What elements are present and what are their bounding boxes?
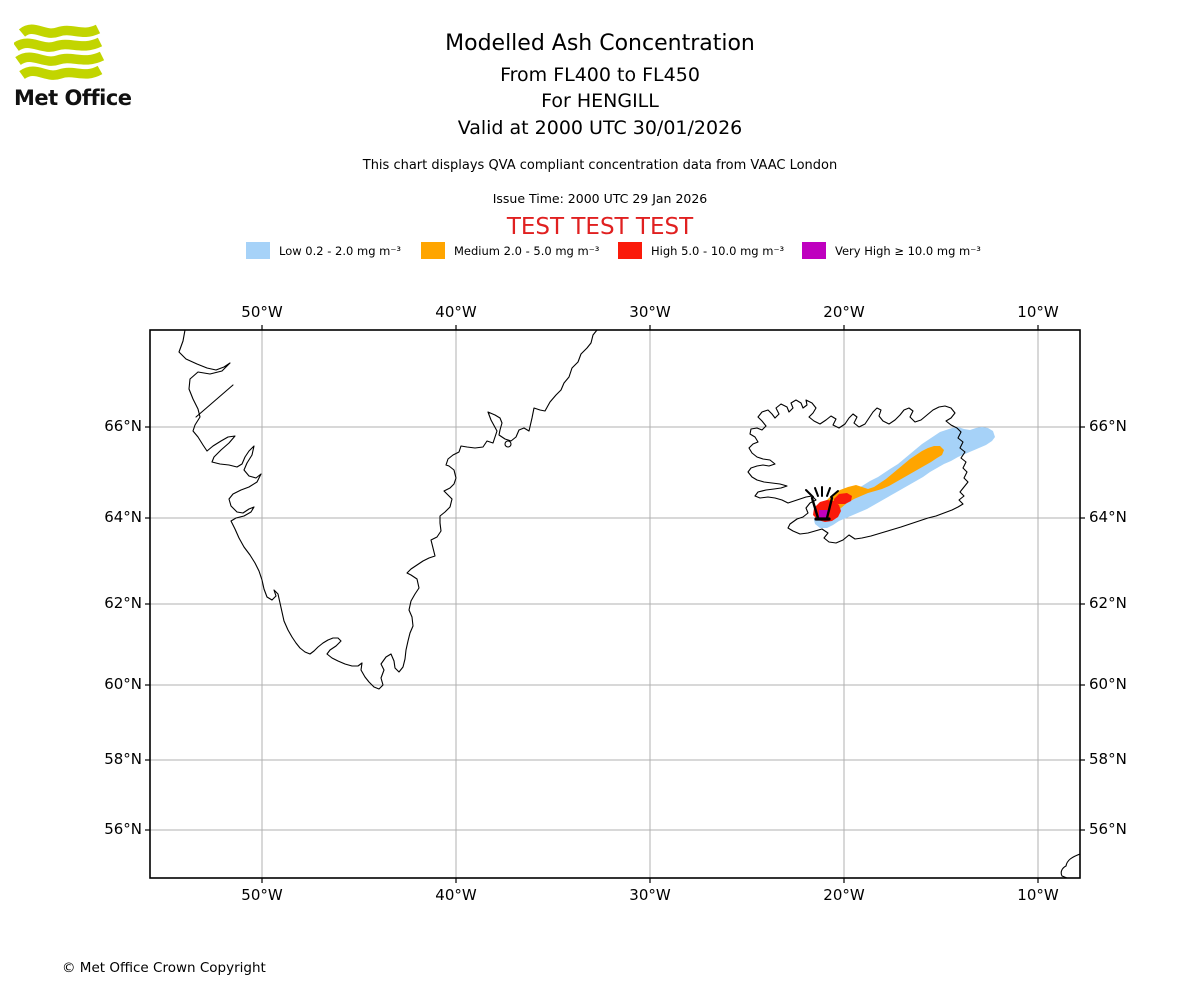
legend-item-medium: Medium 2.0 - 5.0 mg m⁻³ bbox=[421, 242, 599, 259]
lat-label-right-62n: 62°N bbox=[1089, 594, 1127, 612]
legend-item-high: High 5.0 - 10.0 mg m⁻³ bbox=[618, 242, 784, 259]
met-office-logo bbox=[14, 24, 106, 82]
lon-label-bottom-30w: 30°W bbox=[629, 886, 671, 904]
volcano-icon bbox=[805, 486, 839, 521]
lon-label-top-30w: 30°W bbox=[629, 303, 671, 321]
greenland-coastline bbox=[178, 330, 598, 690]
lat-label-left-58n: 58°N bbox=[104, 750, 142, 768]
logo-waves-icon bbox=[14, 24, 105, 80]
lon-label-bottom-50w: 50°W bbox=[241, 886, 283, 904]
lon-label-bottom-20w: 20°W bbox=[823, 886, 865, 904]
issue-time: Issue Time: 2000 UTC 29 Jan 2026 bbox=[492, 191, 708, 206]
legend-label-low: Low 0.2 - 2.0 mg m⁻³ bbox=[279, 243, 402, 258]
test-banner: TEST TEST TEST bbox=[506, 214, 694, 240]
lon-label-top-50w: 50°W bbox=[241, 303, 283, 321]
subtitle-valid-time: Valid at 2000 UTC 30/01/2026 bbox=[457, 117, 743, 139]
lat-label-right-66n: 66°N bbox=[1089, 417, 1127, 435]
ash-plume-medium bbox=[817, 446, 944, 521]
legend-swatch-low-icon bbox=[246, 242, 270, 259]
lon-label-top-10w: 10°W bbox=[1017, 303, 1059, 321]
legend-label-very-high: Very High ≥ 10.0 mg m⁻³ bbox=[835, 243, 981, 258]
map-frame bbox=[149, 329, 1081, 879]
lat-label-left-56n: 56°N bbox=[104, 820, 142, 838]
ireland-coastline bbox=[1060, 853, 1080, 878]
legend-swatch-very-high-icon bbox=[802, 242, 826, 259]
legend-swatch-high-icon bbox=[618, 242, 642, 259]
lat-label-left-62n: 62°N bbox=[104, 594, 142, 612]
lat-label-right-60n: 60°N bbox=[1089, 675, 1127, 693]
lon-label-top-40w: 40°W bbox=[435, 303, 477, 321]
lat-label-left-60n: 60°N bbox=[104, 675, 142, 693]
lon-label-top-20w: 20°W bbox=[823, 303, 865, 321]
greenland-fjord-line bbox=[195, 384, 234, 418]
logo-wordmark: Met Office bbox=[14, 86, 132, 110]
legend-item-low: Low 0.2 - 2.0 mg m⁻³ bbox=[246, 242, 401, 259]
gridlines bbox=[150, 330, 1080, 878]
subtitle-volcano: For HENGILL bbox=[541, 90, 659, 112]
legend-label-medium: Medium 2.0 - 5.0 mg m⁻³ bbox=[454, 243, 600, 258]
page-title: Modelled Ash Concentration bbox=[445, 31, 755, 56]
subtitle-flight-levels: From FL400 to FL450 bbox=[500, 64, 700, 86]
lat-label-right-64n: 64°N bbox=[1089, 508, 1127, 526]
lat-label-right-58n: 58°N bbox=[1089, 750, 1127, 768]
copyright-notice: © Met Office Crown Copyright bbox=[62, 960, 266, 976]
axis-ticks bbox=[145, 325, 1085, 883]
legend-label-high: High 5.0 - 10.0 mg m⁻³ bbox=[651, 243, 785, 258]
lat-label-left-64n: 64°N bbox=[104, 508, 142, 526]
ash-plume-low bbox=[814, 427, 995, 528]
legend-item-very-high: Very High ≥ 10.0 mg m⁻³ bbox=[802, 242, 981, 259]
lat-label-right-56n: 56°N bbox=[1089, 820, 1127, 838]
lon-label-bottom-10w: 10°W bbox=[1017, 886, 1059, 904]
iceland-coastline bbox=[747, 399, 969, 544]
qva-note: This chart displays QVA compliant concen… bbox=[362, 158, 838, 173]
lat-label-left-66n: 66°N bbox=[104, 417, 142, 435]
legend-swatch-medium-icon bbox=[421, 242, 445, 259]
lon-label-bottom-40w: 40°W bbox=[435, 886, 477, 904]
ash-plume-high-blob2 bbox=[834, 493, 852, 504]
ash-plume-very-high bbox=[819, 510, 828, 519]
greenland-island bbox=[504, 440, 512, 448]
